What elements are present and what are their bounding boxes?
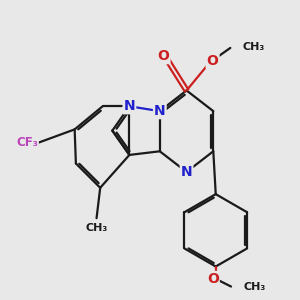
Text: N: N — [154, 104, 166, 118]
Text: O: O — [158, 49, 169, 63]
Text: N: N — [124, 99, 135, 113]
Text: O: O — [207, 272, 219, 286]
Text: CF₃: CF₃ — [16, 136, 38, 149]
Text: N: N — [181, 165, 192, 179]
Text: CH₃: CH₃ — [85, 223, 108, 232]
Text: CH₃: CH₃ — [243, 42, 265, 52]
Text: CH₃: CH₃ — [243, 281, 266, 292]
Text: O: O — [207, 54, 218, 68]
